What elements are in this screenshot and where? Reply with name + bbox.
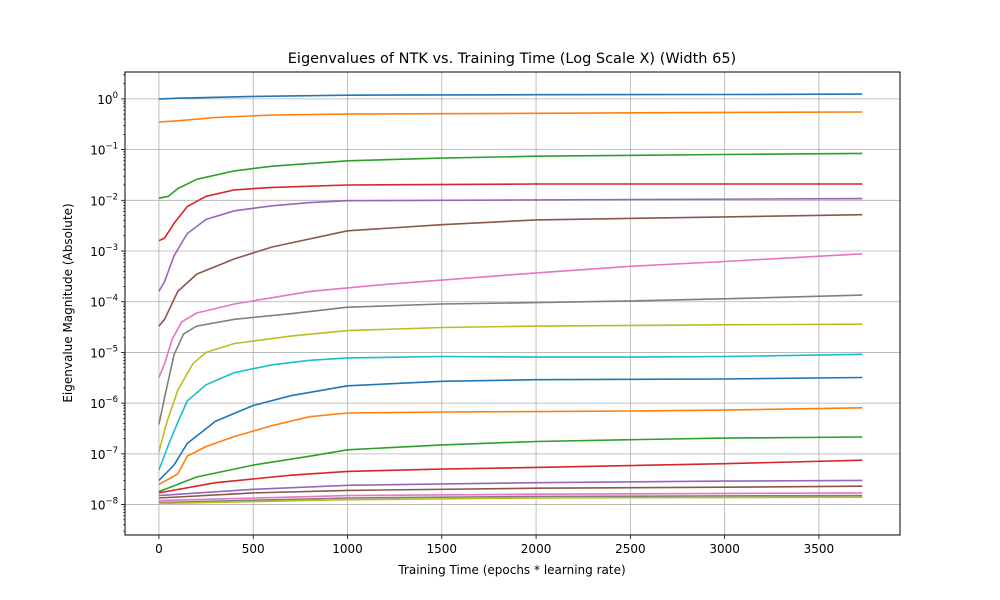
plot-frame xyxy=(124,71,901,536)
x-tick-label: 3000 xyxy=(709,542,740,556)
y-tick-label: 10−4 xyxy=(90,294,118,310)
series-line-19 xyxy=(158,496,863,505)
series-layer xyxy=(158,93,863,505)
x-tick-label: 1000 xyxy=(332,542,363,556)
x-tick-label: 1500 xyxy=(427,542,458,556)
y-tick-label: 10−6 xyxy=(90,395,118,411)
y-axis-title: Eigenvalue Magnitude (Absolute) xyxy=(61,203,75,402)
series-line-5 xyxy=(158,197,863,292)
x-axis-title: Training Time (epochs * learning rate) xyxy=(397,563,625,577)
y-tick-label: 100 xyxy=(97,91,118,107)
series-line-15 xyxy=(158,479,863,497)
y-tick-label: 10−3 xyxy=(90,243,118,259)
series-line-13 xyxy=(158,436,863,493)
series-line-14 xyxy=(158,459,863,494)
series-line-12 xyxy=(158,407,863,486)
y-axis: 10−8 10−7 10−6 10−5 10−4 10−3 10−2 10−1 100 xyxy=(90,74,125,532)
grid-layer xyxy=(125,72,900,535)
x-tick-label: 0 xyxy=(155,542,163,556)
series-line-10 xyxy=(158,353,863,471)
series-line-4 xyxy=(158,183,863,242)
y-tick-label: 10−8 xyxy=(90,497,118,513)
chart-title: Eigenvalues of NTK vs. Training Time (Lo… xyxy=(288,51,736,67)
y-tick-label: 10−1 xyxy=(90,142,118,158)
series-line-2 xyxy=(158,111,863,123)
series-line-11 xyxy=(158,376,863,481)
x-tick-label: 3500 xyxy=(804,542,835,556)
series-line-18 xyxy=(158,494,863,504)
series-line-7 xyxy=(158,253,863,378)
y-tick-label: 10−5 xyxy=(90,344,118,360)
x-tick-label: 2500 xyxy=(615,542,646,556)
series-line-8 xyxy=(158,294,863,425)
series-line-9 xyxy=(158,323,863,453)
y-tick-label: 10−7 xyxy=(90,446,118,462)
series-line-1 xyxy=(158,93,863,100)
x-axis: 0 500 1000 1500 2000 2500 3000 3500 xyxy=(155,535,834,556)
x-tick-label: 500 xyxy=(242,542,265,556)
series-line-6 xyxy=(158,213,863,327)
series-line-3 xyxy=(158,152,863,199)
series-line-16 xyxy=(158,485,863,499)
x-tick-label: 2000 xyxy=(521,542,552,556)
series-line-17 xyxy=(158,492,863,502)
y-tick-label: 10−2 xyxy=(90,192,118,208)
